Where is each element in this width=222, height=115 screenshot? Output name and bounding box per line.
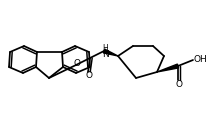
Text: N: N <box>102 50 108 59</box>
Text: O: O <box>85 71 92 80</box>
Text: H: H <box>102 44 108 53</box>
Polygon shape <box>157 65 178 72</box>
Polygon shape <box>103 50 118 56</box>
Text: OH: OH <box>193 55 207 64</box>
Text: O: O <box>73 59 80 67</box>
Text: O: O <box>175 79 182 88</box>
